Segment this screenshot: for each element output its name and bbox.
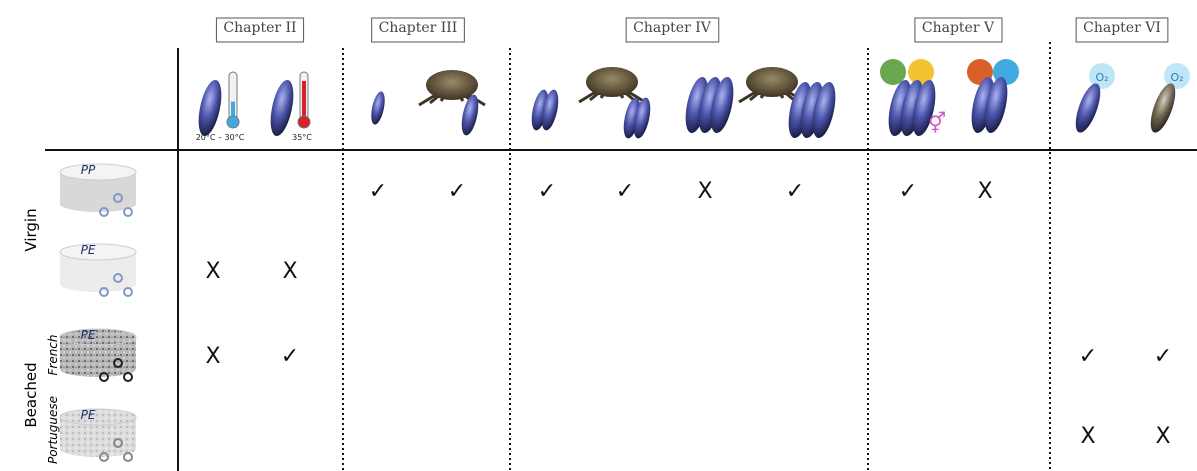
mussel-icon	[984, 76, 1008, 134]
pellet	[59, 408, 137, 457]
pellet-bottom	[60, 276, 136, 292]
cell-mark: X	[697, 179, 712, 204]
polymer-label: PE	[81, 328, 96, 342]
season-icon	[880, 59, 906, 85]
cell-mark: ✓	[1154, 344, 1172, 369]
pellet	[59, 163, 137, 212]
cell-mark: ✓	[786, 179, 804, 204]
mussel-icon	[1150, 83, 1176, 133]
mussel-icon	[633, 97, 651, 139]
polymer-label: PE	[81, 243, 96, 257]
molecule-icon	[113, 358, 123, 368]
crab-icon	[426, 70, 478, 100]
grid-lines	[45, 42, 1197, 471]
chapter-box	[914, 17, 1003, 43]
molecule-icon	[123, 452, 133, 462]
pellet-bottom	[60, 196, 136, 212]
icons: ⚥	[59, 17, 1190, 462]
mussel-icon	[912, 79, 936, 137]
pellet	[59, 328, 137, 377]
mussel-icon	[541, 89, 559, 131]
pellet	[59, 243, 137, 292]
molecule-icon	[123, 207, 133, 217]
polymer-label: PE	[81, 408, 96, 422]
temperature-label: 20°C – 30°C	[196, 133, 245, 142]
molecule-icon	[123, 287, 133, 297]
chapter-label: Chapter VI	[1083, 20, 1161, 36]
cell-mark: ✓	[281, 344, 299, 369]
molecule-icon	[123, 372, 133, 382]
crab-icon	[746, 67, 798, 97]
mussel-icon	[270, 79, 294, 137]
pellet-bottom	[60, 441, 136, 457]
origin-label: French	[46, 334, 60, 375]
chapter-box	[371, 17, 465, 43]
pellet-bottom	[60, 361, 136, 377]
mussel-icon	[812, 81, 836, 139]
molecule-icon	[99, 287, 109, 297]
mussel-icon	[710, 76, 734, 134]
temperature-label: 35°C	[292, 133, 312, 142]
season-icon	[908, 59, 934, 85]
chapter-label: Chapter V	[922, 20, 995, 36]
oxygen-bubble	[1089, 63, 1115, 89]
row-group-label: Virgin	[22, 208, 40, 251]
oxygen-label: O₂	[1095, 71, 1108, 84]
chapter-label: Chapter II	[223, 20, 296, 36]
cell-mark: ✓	[899, 179, 917, 204]
mussel-icon	[461, 94, 479, 136]
chapter-box	[625, 17, 720, 43]
molecule-icon	[113, 193, 123, 203]
sex-symbol: ⚥	[928, 111, 946, 135]
crab-icon	[586, 67, 638, 97]
cell-mark: X	[205, 344, 220, 369]
cell-mark: ✓	[1079, 344, 1097, 369]
oxygen-label: O₂	[1170, 71, 1183, 84]
molecule-icon	[113, 273, 123, 283]
cell-mark: X	[1080, 424, 1095, 449]
molecule-icon	[99, 372, 109, 382]
mussel-icon	[371, 91, 385, 125]
mussel-icon	[1075, 83, 1101, 133]
chapter-box	[215, 17, 305, 43]
chapter-label: Chapter III	[379, 20, 458, 36]
cell-mark: ✓	[448, 179, 466, 204]
cell-mark: X	[1155, 424, 1170, 449]
thermometer-fill	[231, 101, 235, 120]
mussel-icon	[198, 79, 222, 137]
pellet-top	[59, 408, 137, 426]
thermometer-fill	[302, 80, 306, 120]
chapter-box	[1075, 17, 1169, 43]
polymer-label: PP	[81, 163, 96, 177]
pellet-top	[59, 243, 137, 261]
molecule-icon	[113, 438, 123, 448]
pellet-top	[59, 328, 137, 346]
chapter-label: Chapter IV	[633, 20, 712, 36]
oxygen-bubble	[1164, 63, 1190, 89]
cell-mark: X	[205, 259, 220, 284]
molecule-icon	[99, 452, 109, 462]
row-group-label: Beached	[22, 362, 40, 427]
pellet-top	[59, 163, 137, 181]
origin-label: Portuguese	[46, 396, 60, 464]
thermometer-bulb	[297, 115, 311, 129]
cell-mark: ✓	[538, 179, 556, 204]
thermometer-bulb	[226, 115, 240, 129]
molecule-icon	[99, 207, 109, 217]
cell-mark: X	[282, 259, 297, 284]
cell-mark: X	[977, 179, 992, 204]
cell-mark: ✓	[369, 179, 387, 204]
cell-mark: ✓	[616, 179, 634, 204]
